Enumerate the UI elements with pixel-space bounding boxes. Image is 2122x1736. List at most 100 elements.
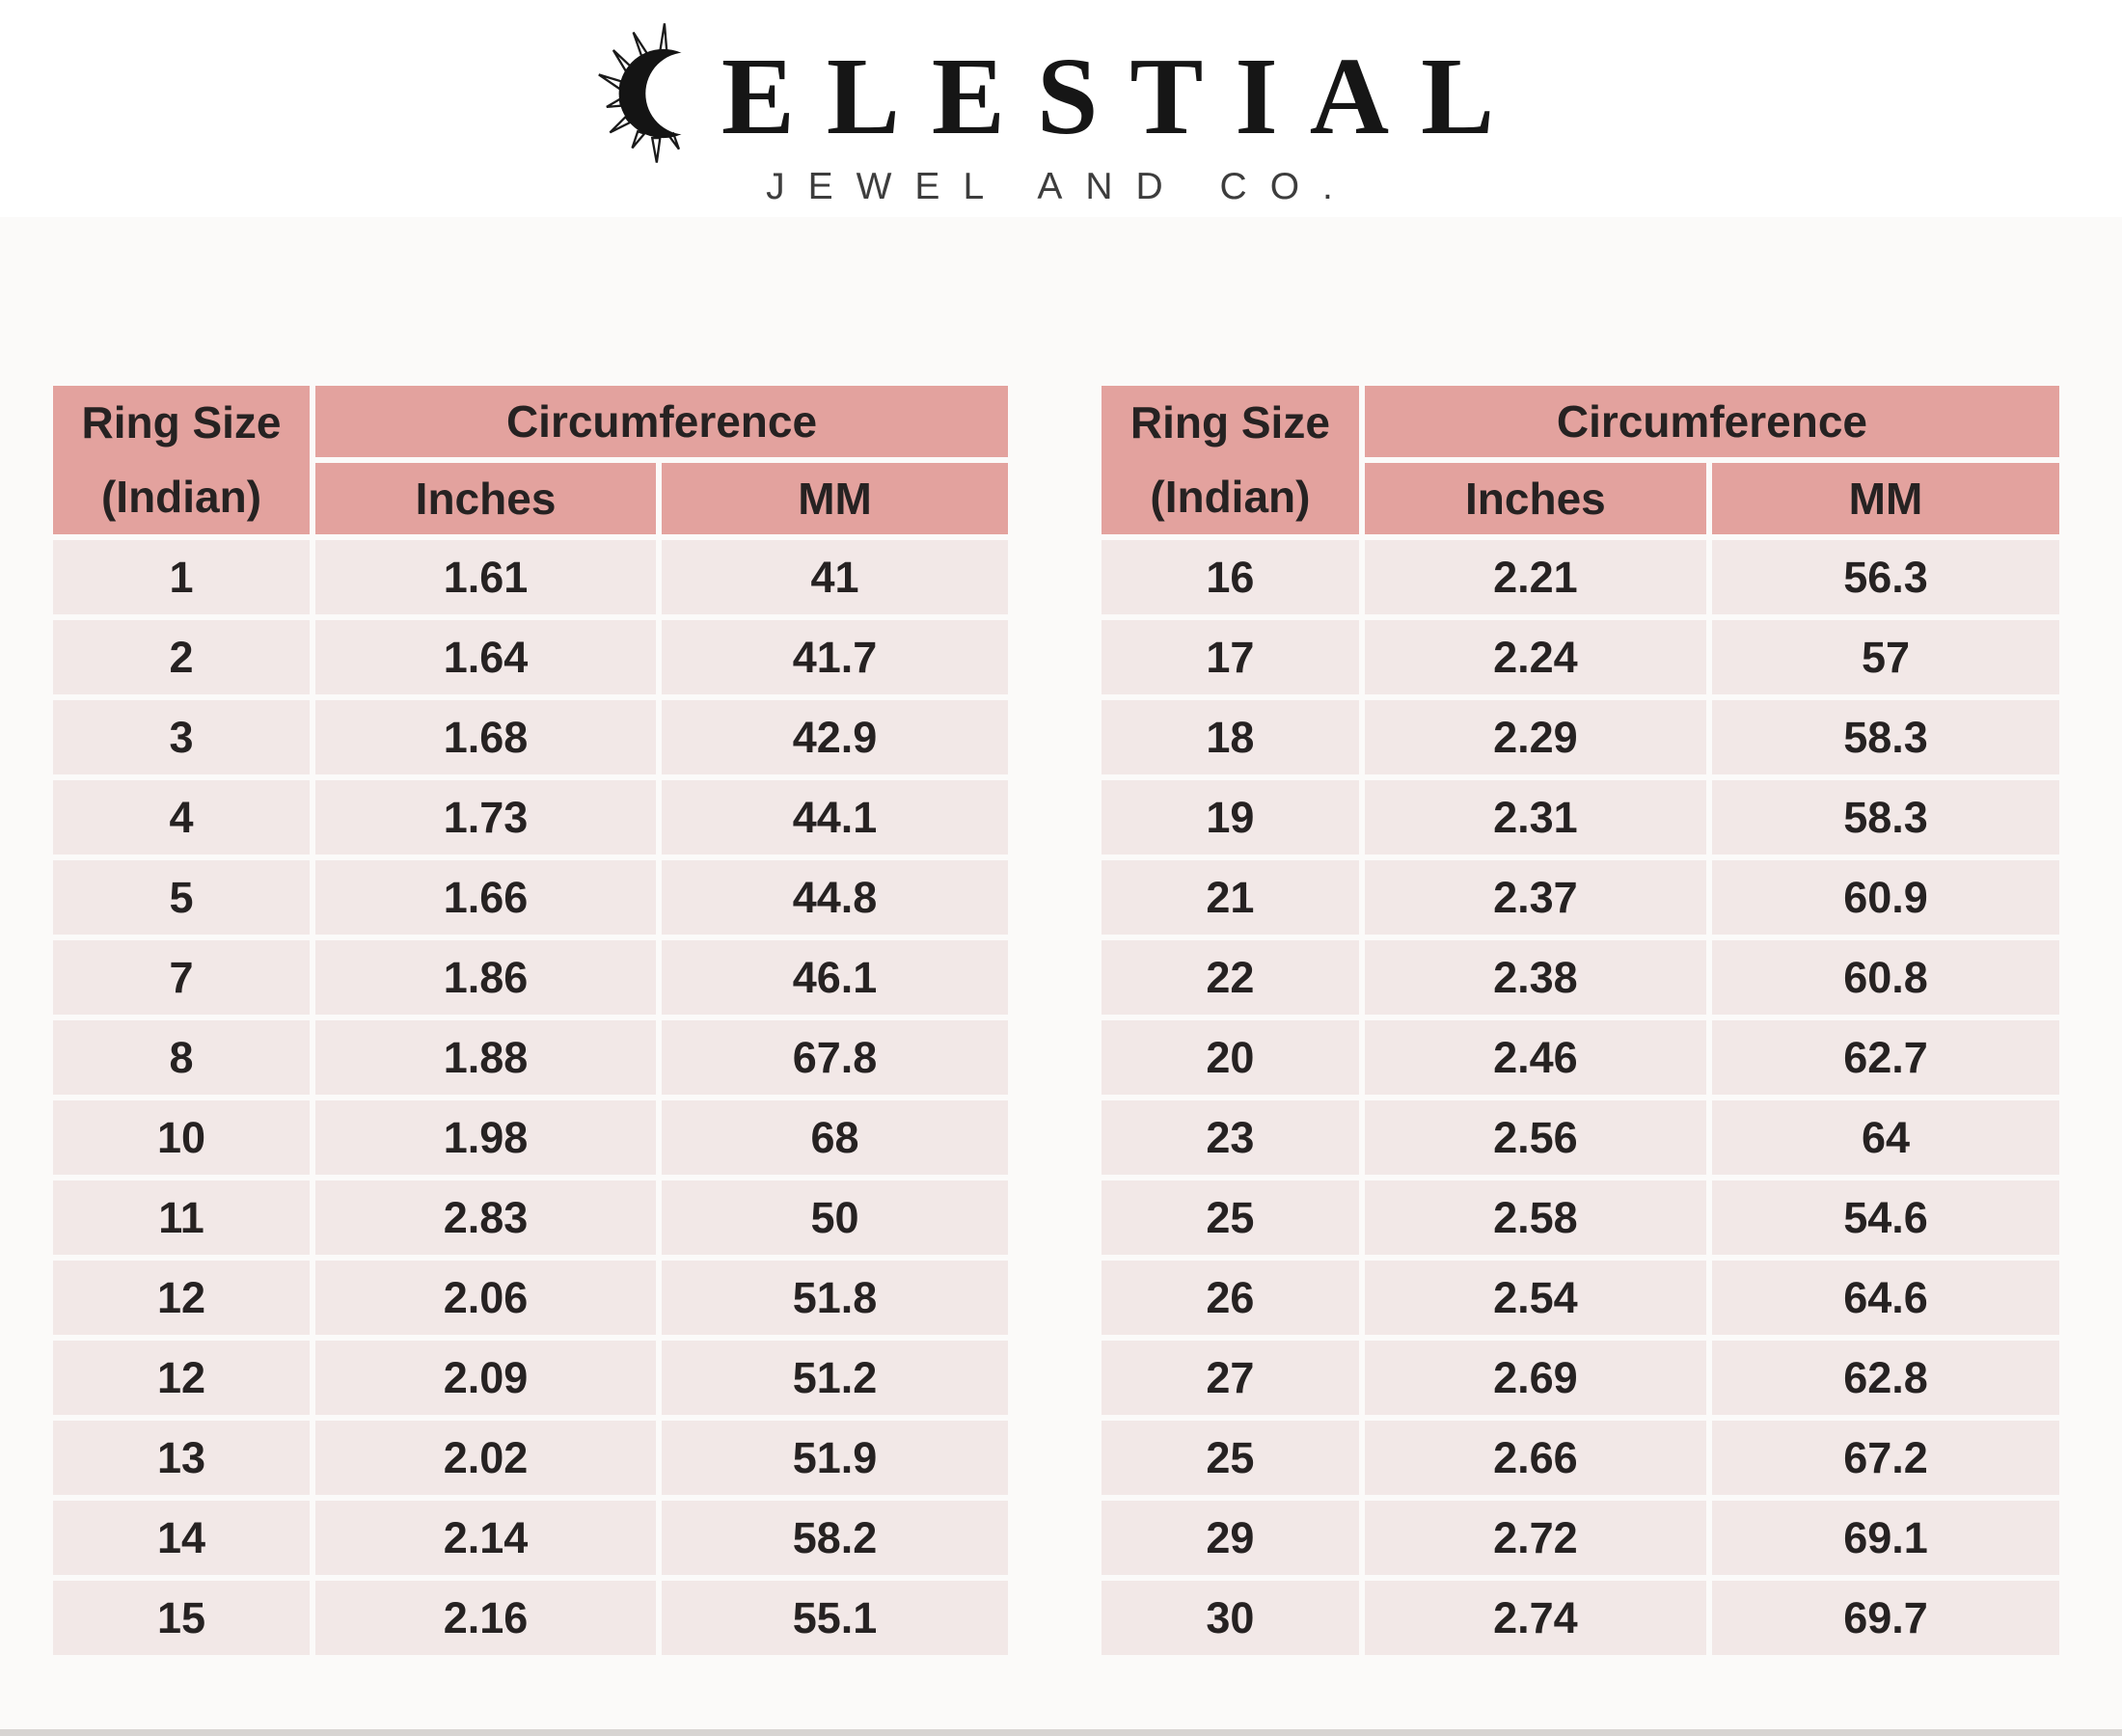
table-cell: 58.2 bbox=[662, 1501, 1008, 1575]
table-row: 8 1.88 67.8 bbox=[53, 1020, 1008, 1095]
ring-size-header-line2: (Indian) bbox=[100, 472, 262, 523]
table-row: 12 2.06 51.8 bbox=[53, 1261, 1008, 1335]
table-cell: 8 bbox=[53, 1020, 311, 1095]
header-row-1: Ring Size (Indian) Circumference bbox=[53, 386, 1008, 534]
bottom-edge-shadow bbox=[0, 1729, 2122, 1736]
mm-header: MM bbox=[1711, 463, 2059, 534]
table-cell: 2.31 bbox=[1364, 780, 1706, 854]
ring-size-header-line1: Ring Size bbox=[1129, 397, 1330, 448]
table-row: 30 2.74 69.7 bbox=[1102, 1581, 2059, 1655]
table-row: 25 2.58 54.6 bbox=[1102, 1180, 2059, 1255]
table-cell: 2.24 bbox=[1364, 620, 1706, 694]
table-row: 12 2.09 51.2 bbox=[53, 1341, 1008, 1415]
table-cell: 23 bbox=[1102, 1100, 1359, 1175]
table-row: 4 1.73 44.1 bbox=[53, 780, 1008, 854]
table-cell: 12 bbox=[53, 1261, 311, 1335]
table-cell: 41.7 bbox=[662, 620, 1008, 694]
table-cell: 44.8 bbox=[662, 860, 1008, 935]
header-row-2: Inches MM bbox=[53, 463, 1008, 534]
sun-crescent-icon bbox=[598, 23, 708, 163]
table-cell: 55.1 bbox=[662, 1581, 1008, 1655]
table-cell: 27 bbox=[1102, 1341, 1359, 1415]
table-row: 21 2.37 60.9 bbox=[1102, 860, 2059, 935]
table-cell: 4 bbox=[53, 780, 311, 854]
table-cell: 2.83 bbox=[315, 1180, 657, 1255]
brand-name: ELESTIAL bbox=[721, 35, 1527, 157]
table-cell: 62.7 bbox=[1711, 1020, 2059, 1095]
table-cell: 42.9 bbox=[662, 700, 1008, 774]
table-cell: 67.8 bbox=[662, 1020, 1008, 1095]
table-row: 16 2.21 56.3 bbox=[1102, 540, 2059, 614]
table-cell: 51.9 bbox=[662, 1421, 1008, 1495]
table-row: 15 2.16 55.1 bbox=[53, 1581, 1008, 1655]
table-row: 2 1.64 41.7 bbox=[53, 620, 1008, 694]
table-cell: 17 bbox=[1102, 620, 1359, 694]
table-cell: 20 bbox=[1102, 1020, 1359, 1095]
table-cell: 2.72 bbox=[1364, 1501, 1706, 1575]
table-row: 17 2.24 57 bbox=[1102, 620, 2059, 694]
table-cell: 2.74 bbox=[1364, 1581, 1706, 1655]
table-cell: 56.3 bbox=[1711, 540, 2059, 614]
table-cell: 10 bbox=[53, 1100, 311, 1175]
ring-size-header-line2: (Indian) bbox=[1150, 472, 1311, 523]
table-cell: 54.6 bbox=[1711, 1180, 2059, 1255]
table-cell: 2.56 bbox=[1364, 1100, 1706, 1175]
table-cell: 50 bbox=[662, 1180, 1008, 1255]
table-cell: 46.1 bbox=[662, 940, 1008, 1015]
table-cell: 69.7 bbox=[1711, 1581, 2059, 1655]
ring-size-table-right: Ring Size (Indian) Circumference Inches … bbox=[1096, 380, 2065, 1661]
ring-size-header-line1: Ring Size bbox=[81, 397, 282, 448]
table-cell: 29 bbox=[1102, 1501, 1359, 1575]
table-cell: 14 bbox=[53, 1501, 311, 1575]
table-cell: 2.38 bbox=[1364, 940, 1706, 1015]
table-cell: 26 bbox=[1102, 1261, 1359, 1335]
circumference-header: Circumference bbox=[1364, 386, 2059, 457]
table-cell: 44.1 bbox=[662, 780, 1008, 854]
table-cell: 51.2 bbox=[662, 1341, 1008, 1415]
table-row: 14 2.14 58.2 bbox=[53, 1501, 1008, 1575]
table-cell: 2.69 bbox=[1364, 1341, 1706, 1415]
ring-size-header: Ring Size (Indian) bbox=[1102, 386, 1359, 534]
table-cell: 1 bbox=[53, 540, 311, 614]
table-cell: 60.8 bbox=[1711, 940, 2059, 1015]
table-cell: 3 bbox=[53, 700, 311, 774]
inches-header: Inches bbox=[315, 463, 657, 534]
table-cell: 57 bbox=[1711, 620, 2059, 694]
table-cell: 62.8 bbox=[1711, 1341, 2059, 1415]
table-row: 18 2.29 58.3 bbox=[1102, 700, 2059, 774]
brand-logo: ELESTIAL bbox=[0, 23, 2122, 166]
table-cell: 67.2 bbox=[1711, 1421, 2059, 1495]
table-cell: 11 bbox=[53, 1180, 311, 1255]
table-cell: 30 bbox=[1102, 1581, 1359, 1655]
table-row: 11 2.83 50 bbox=[53, 1180, 1008, 1255]
table-cell: 41 bbox=[662, 540, 1008, 614]
table-cell: 1.68 bbox=[315, 700, 657, 774]
table-cell: 69.1 bbox=[1711, 1501, 2059, 1575]
table-cell: 13 bbox=[53, 1421, 311, 1495]
table-cell: 1.73 bbox=[315, 780, 657, 854]
table-row: 20 2.46 62.7 bbox=[1102, 1020, 2059, 1095]
table-row: 5 1.66 44.8 bbox=[53, 860, 1008, 935]
table-row: 26 2.54 64.6 bbox=[1102, 1261, 2059, 1335]
table-cell: 2.21 bbox=[1364, 540, 1706, 614]
table-cell: 2.37 bbox=[1364, 860, 1706, 935]
table-cell: 1.86 bbox=[315, 940, 657, 1015]
table-cell: 2.09 bbox=[315, 1341, 657, 1415]
table-cell: 68 bbox=[662, 1100, 1008, 1175]
table-row: 25 2.66 67.2 bbox=[1102, 1421, 2059, 1495]
table-cell: 58.3 bbox=[1711, 780, 2059, 854]
table-cell: 7 bbox=[53, 940, 311, 1015]
inches-header: Inches bbox=[1364, 463, 1706, 534]
table-cell: 2.06 bbox=[315, 1261, 657, 1335]
table-cell: 60.9 bbox=[1711, 860, 2059, 935]
table-row: 22 2.38 60.8 bbox=[1102, 940, 2059, 1015]
top-background-band bbox=[0, 0, 2122, 217]
table-cell: 2.58 bbox=[1364, 1180, 1706, 1255]
table-row: 23 2.56 64 bbox=[1102, 1100, 2059, 1175]
table-cell: 25 bbox=[1102, 1180, 1359, 1255]
table-cell: 18 bbox=[1102, 700, 1359, 774]
table-cell: 2.02 bbox=[315, 1421, 657, 1495]
table-cell: 25 bbox=[1102, 1421, 1359, 1495]
table-cell: 2.66 bbox=[1364, 1421, 1706, 1495]
brand-subtitle: JEWEL AND CO. bbox=[766, 166, 1356, 207]
